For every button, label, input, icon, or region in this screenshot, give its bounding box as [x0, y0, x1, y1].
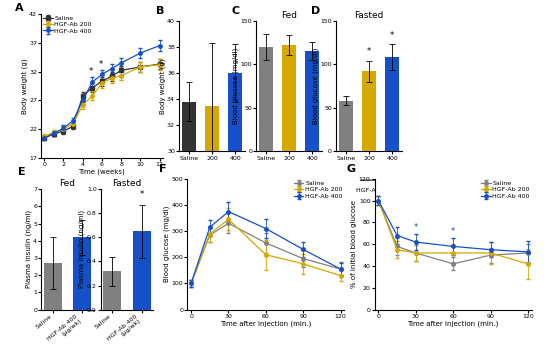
Title: Fasted: Fasted: [354, 11, 384, 20]
Bar: [182, 102, 196, 344]
Text: *: *: [89, 67, 94, 76]
Title: Fed: Fed: [281, 11, 298, 20]
Text: D: D: [311, 6, 320, 16]
Bar: [205, 106, 219, 344]
Bar: [103, 271, 121, 310]
Bar: [228, 73, 242, 344]
Bar: [305, 51, 320, 151]
Text: *: *: [451, 227, 455, 236]
Legend: Saline, HGF-Ab 200, HGF-Ab 400: Saline, HGF-Ab 200, HGF-Ab 400: [293, 180, 343, 200]
Text: E: E: [18, 167, 25, 177]
Y-axis label: Plasma insulin (ng/ml): Plasma insulin (ng/ml): [79, 210, 85, 289]
X-axis label: Time (weeks): Time (weeks): [79, 169, 125, 175]
Text: *: *: [390, 31, 395, 40]
Bar: [339, 101, 353, 151]
Text: *: *: [414, 223, 418, 232]
Text: HGF-Ab (µg/wk): HGF-Ab (µg/wk): [199, 188, 248, 193]
Text: *: *: [367, 47, 371, 56]
Bar: [282, 45, 296, 151]
Y-axis label: Blood glucose (mg/dl): Blood glucose (mg/dl): [233, 48, 239, 124]
Title: Fed: Fed: [60, 180, 75, 189]
Text: A: A: [15, 3, 23, 13]
Bar: [44, 263, 62, 310]
Y-axis label: Plasma insulin (ng/ml): Plasma insulin (ng/ml): [25, 210, 32, 289]
Bar: [259, 47, 273, 151]
Text: C: C: [231, 6, 239, 16]
Legend: Saline, HGF-Ab 200, HGF-Ab 400: Saline, HGF-Ab 200, HGF-Ab 400: [480, 180, 531, 200]
Text: *: *: [99, 60, 103, 69]
Y-axis label: Body weight (g): Body weight (g): [159, 58, 165, 114]
Text: HGF-Ab (µg/wk): HGF-Ab (µg/wk): [276, 188, 325, 193]
Y-axis label: Body weight (g): Body weight (g): [21, 58, 28, 114]
Legend: Saline, HGF-Ab 200, HGF-Ab 400: Saline, HGF-Ab 200, HGF-Ab 400: [42, 15, 93, 34]
Title: Fasted: Fasted: [112, 180, 142, 189]
Y-axis label: Blood glucose (mg/dl): Blood glucose (mg/dl): [164, 206, 170, 282]
Bar: [385, 57, 399, 151]
Text: B: B: [156, 6, 164, 16]
X-axis label: Time after injection (min.): Time after injection (min.): [220, 320, 311, 327]
X-axis label: Time after injection (min.): Time after injection (min.): [408, 320, 499, 327]
Text: *: *: [140, 190, 144, 199]
Bar: [133, 232, 151, 310]
Text: HGF-Ab (µg/wk): HGF-Ab (µg/wk): [356, 188, 405, 193]
Y-axis label: % of initial blood glucose: % of initial blood glucose: [352, 200, 358, 288]
Bar: [73, 237, 91, 310]
Y-axis label: Blood glucose (mg/dl): Blood glucose (mg/dl): [312, 48, 319, 124]
Text: F: F: [159, 164, 166, 174]
Text: G: G: [347, 164, 355, 174]
Bar: [362, 71, 376, 151]
